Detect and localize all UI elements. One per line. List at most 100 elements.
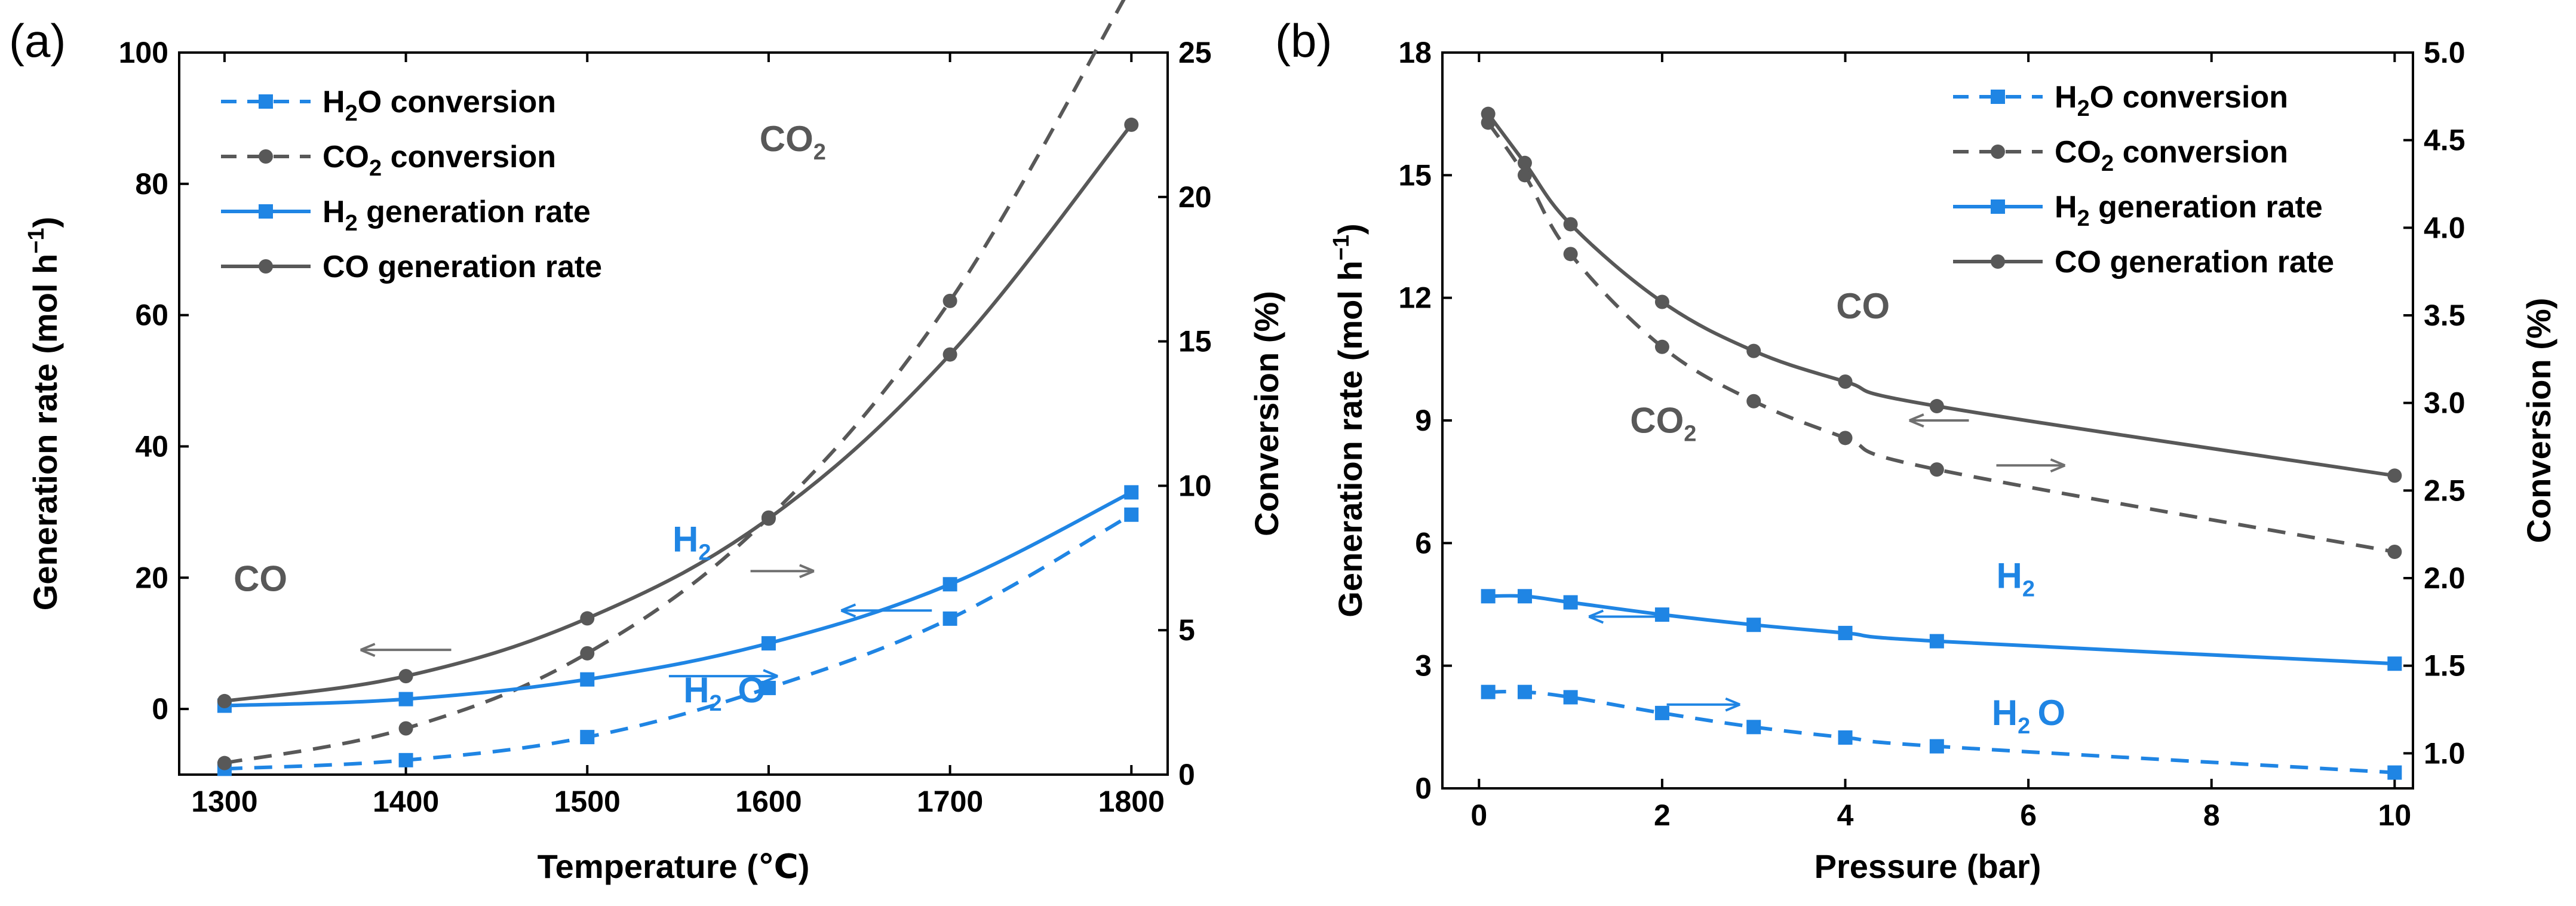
legend-entry-label-rest: O conversion (2090, 80, 2288, 115)
data-point-circle (217, 693, 232, 708)
legend-entry-label-main: H (2055, 190, 2077, 225)
curve-annotation: H2 (1996, 556, 2034, 602)
legend-entry-label-rest: generation rate (2090, 190, 2323, 225)
arrow-head (2050, 458, 2066, 473)
y-tick-label: 12 (1398, 281, 1432, 315)
legend-entry-label-sub: 2 (369, 156, 382, 181)
data-point-square (1929, 739, 1944, 754)
legend-entry-label-sub: 2 (2077, 96, 2090, 121)
legend-swatch-square (1991, 90, 2005, 104)
right-axis-arrow (750, 564, 815, 579)
data-point-square (942, 577, 957, 592)
y2-axis-title: Conversion (%) (2520, 298, 2557, 543)
y2-tick-label: 2.0 (2424, 561, 2466, 595)
series-line (1487, 112, 2395, 478)
data-point-square (580, 672, 595, 687)
left-axis-arrow (360, 643, 452, 658)
data-point-square (1654, 705, 1669, 720)
y2-tick-label: 0 (1178, 758, 1195, 791)
legend-entry-label-rest: generation rate (2101, 245, 2334, 280)
legend-entry-label-main: H (2055, 80, 2077, 115)
y-tick-label: 0 (1415, 772, 1432, 805)
x-tick-label: 1300 (191, 785, 257, 818)
y-axis-title-end: ) (1331, 223, 1369, 235)
right-axis-arrow (1666, 697, 1740, 712)
data-point-square (1124, 507, 1139, 522)
series-line (1487, 121, 2395, 554)
y-tick-label: 40 (135, 429, 168, 463)
curve-annotation-sub: 2 (710, 691, 722, 716)
legend-entry-label: CO2 conversion (2055, 135, 2288, 176)
y-tick-label: 0 (152, 692, 168, 726)
arrow-head (1909, 413, 1924, 428)
legend-entry-label: H2 generation rate (2055, 190, 2323, 231)
y-tick-label: 3 (1415, 649, 1432, 683)
series-h2o-conversion (1481, 684, 2402, 780)
data-point-square (2387, 656, 2402, 671)
data-point-circle (942, 293, 957, 308)
data-point-circle (1654, 294, 1669, 309)
curve-annotation-sub: 2 (1684, 422, 1696, 447)
x-tick-label: 6 (2020, 798, 2037, 832)
legend-entry-label: H2O conversion (323, 85, 556, 126)
y-tick-label: 80 (135, 167, 168, 201)
legend-swatch-circle (1991, 254, 2005, 269)
legend-swatch-square (1991, 199, 2005, 214)
left-axis-arrow (1588, 609, 1662, 624)
y2-tick-label: 5 (1178, 613, 1195, 647)
x-axis-title: Temperature (℃) (538, 847, 810, 885)
legend-swatch-circle (259, 259, 273, 274)
legend-entry-label-rest: generation rate (369, 250, 602, 284)
data-point-square (2387, 765, 2402, 780)
x-tick-label: 1400 (373, 785, 439, 818)
y-tick-label: 18 (1398, 36, 1432, 69)
data-point-square (1746, 720, 1761, 735)
series-line (1488, 594, 2395, 666)
data-point-circle (1517, 168, 1532, 183)
arrow-head (1588, 609, 1604, 624)
y2-tick-label: 2.5 (2424, 474, 2466, 507)
arrow-head (840, 603, 856, 618)
y-axis-title: Generation rate (mol h−1) (1329, 223, 1369, 617)
data-point-square (942, 611, 957, 626)
data-point-square (1563, 690, 1578, 705)
y-tick-label: 20 (135, 561, 168, 594)
data-point-square (1481, 589, 1496, 604)
series-line (1488, 689, 2395, 775)
legend-entry-label-sub: 2 (2101, 151, 2114, 176)
legend-entry-label-main: CO (323, 140, 369, 174)
x-tick-label: 1500 (554, 785, 621, 818)
legend-entry-label-rest: conversion (2114, 135, 2288, 170)
curve-annotation-main: H (673, 519, 698, 559)
legend-entry-label-main: CO (2055, 245, 2101, 280)
arrow-head (1725, 697, 1740, 712)
data-point-circle (1124, 117, 1139, 132)
panel-a: (a) 1300 1400 1500 1600 1700 1800 0 20 40 60 80 100 0… (9, 0, 1285, 885)
arrow-head (360, 643, 376, 658)
data-point-circle (1746, 343, 1761, 358)
right-axis-arrow (1996, 458, 2066, 473)
data-point-circle (1517, 155, 1532, 170)
data-point-square (398, 753, 413, 767)
data-point-square (1746, 618, 1761, 632)
y2-tick-label: 25 (1178, 36, 1212, 69)
data-point-square (1481, 684, 1496, 699)
data-point-circle (2387, 545, 2402, 559)
legend-entry-label-sub: 2 (345, 211, 358, 236)
legend-swatch-square (259, 94, 273, 109)
curve-annotation-sub: 2 (698, 540, 711, 565)
data-point-square (1517, 684, 1532, 699)
data-point-square (1517, 589, 1532, 604)
legend-entry-label-rest: generation rate (358, 195, 591, 229)
data-point-circle (761, 511, 776, 526)
y2-axis-title: Conversion (%) (1248, 291, 1285, 536)
x-tick-label: 0 (1470, 798, 1487, 832)
data-point-circle (1563, 247, 1578, 262)
series-co-generation-rate (217, 117, 1139, 708)
curve-annotation-main: CO (760, 119, 813, 159)
data-point-circle (2387, 468, 2402, 483)
curve-annotation: CO (234, 558, 287, 598)
